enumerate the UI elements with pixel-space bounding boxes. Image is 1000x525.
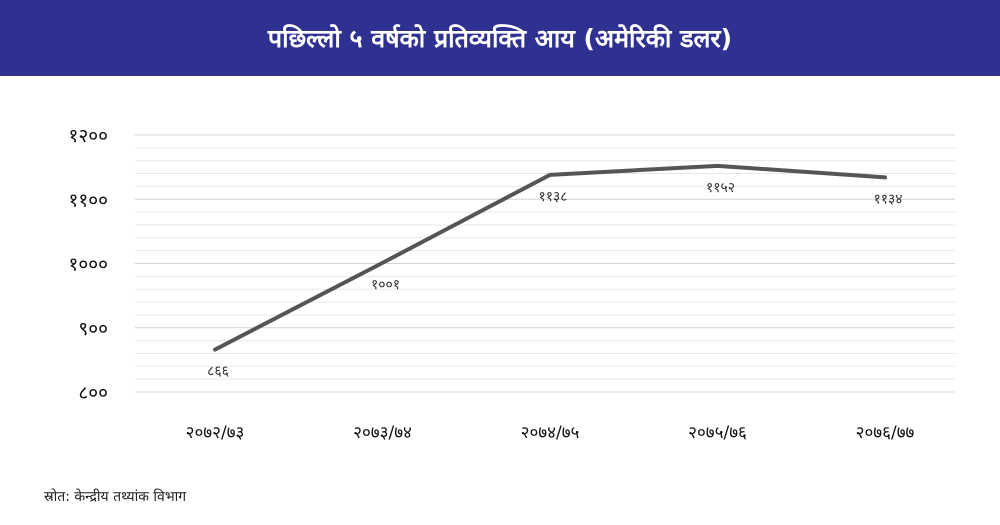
y-tick-label: १२०० bbox=[68, 125, 108, 147]
data-label: ११५२ bbox=[706, 180, 735, 196]
data-label: १००१ bbox=[371, 277, 400, 293]
x-tick-label: २०७५/७६ bbox=[688, 423, 747, 443]
data-label: ८६६ bbox=[207, 364, 229, 380]
y-tick-label: १००० bbox=[68, 254, 108, 276]
series-line bbox=[213, 163, 887, 352]
y-tick-label: ११०० bbox=[68, 189, 108, 211]
y-tick-label: ८०० bbox=[78, 382, 108, 404]
data-label: ११३४ bbox=[873, 191, 902, 207]
title-banner: पछिल्लो ५ वर्षको प्रतिव्यक्ति आय (अमेरिक… bbox=[0, 0, 1000, 76]
y-tick-label: ९०० bbox=[78, 318, 108, 340]
source-note: स्रोत: केन्द्रीय तथ्यांक विभाग bbox=[44, 489, 187, 505]
x-tick-label: २०७४/७५ bbox=[521, 423, 580, 443]
x-tick-label: २०७३/७४ bbox=[353, 423, 412, 443]
x-tick-label: २०७६/७७ bbox=[856, 423, 915, 443]
x-tick-label: २०७२/७३ bbox=[186, 423, 245, 443]
chart-title: पछिल्लो ५ वर्षको प्रतिव्यक्ति आय (अमेरिक… bbox=[267, 24, 733, 53]
data-label: ११३८ bbox=[538, 189, 567, 205]
line-chart: ८०० ९०० १००० ११०० १२०० २०७२/७३ २०७३/७४ २०७४/७५ २… bbox=[68, 125, 955, 443]
